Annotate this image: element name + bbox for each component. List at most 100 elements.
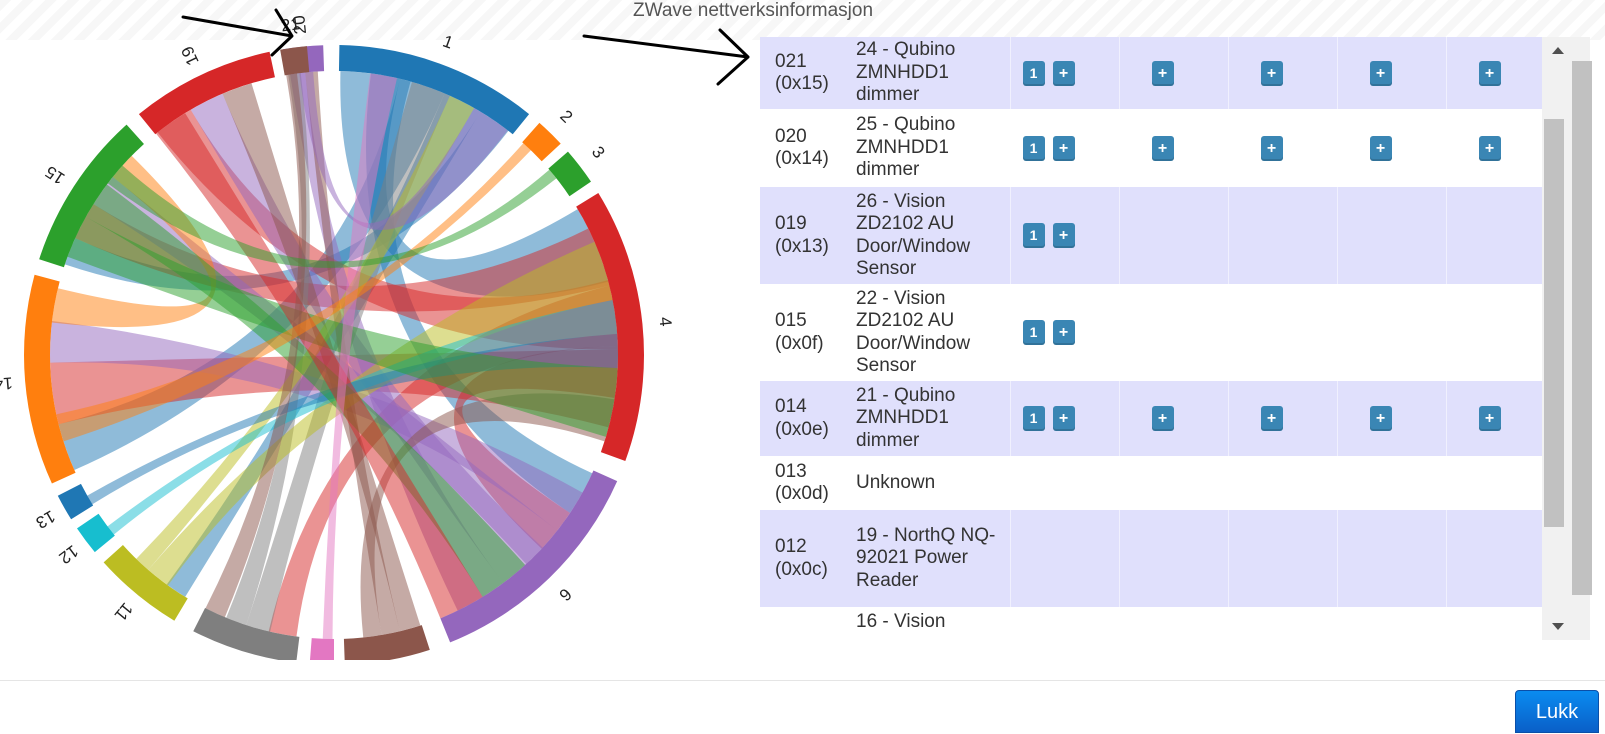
association-group-2 xyxy=(1118,187,1228,284)
scrollbar[interactable] xyxy=(1542,37,1592,640)
chord-arc-1[interactable] xyxy=(338,45,530,135)
chord-arc-14[interactable] xyxy=(138,51,275,135)
chord-arc-6[interactable] xyxy=(343,625,430,660)
association-group-1: 1 + xyxy=(1009,284,1119,381)
add-association-button[interactable]: + xyxy=(1052,135,1075,161)
add-association-button[interactable]: + xyxy=(1151,60,1174,86)
chord-arc-9[interactable] xyxy=(103,545,188,621)
node-id-cell: 013 (0x0d) xyxy=(760,456,850,510)
chord-label: 12 xyxy=(55,541,82,568)
association-group-4 xyxy=(1336,284,1446,381)
association-group-3 xyxy=(1227,510,1337,607)
association-node-button[interactable]: 1 xyxy=(1022,60,1045,86)
add-association-button[interactable]: + xyxy=(1052,60,1075,86)
node-table: 021 (0x15) 24 - Qubino ZMNHDD1 dimmer 1 + + + +… xyxy=(760,37,1542,640)
node-id-cell: 015 (0x0f) xyxy=(760,284,850,381)
chord-ribbon xyxy=(148,241,613,586)
chord-ribbon xyxy=(50,321,583,531)
close-button[interactable]: Lukk xyxy=(1515,690,1599,733)
chord-arcs xyxy=(23,45,644,660)
chord-ribbon xyxy=(305,71,400,635)
chord-label: 1 xyxy=(440,32,455,53)
node-id-hex: (0x0e) xyxy=(775,418,829,440)
chord-arc-13[interactable] xyxy=(39,124,144,268)
chord-label: 14 xyxy=(0,373,13,394)
table-row: 014 (0x0e) 21 - Qubino ZMNHDD1 dimmer 1 + + + +… xyxy=(760,381,1542,456)
table-row: 16 - Vision xyxy=(760,607,1542,640)
chord-ribbon xyxy=(340,71,609,297)
node-id-hex: (0x0d) xyxy=(775,483,829,504)
chord-arc-7[interactable] xyxy=(309,638,334,660)
add-association-button[interactable]: + xyxy=(1151,135,1174,161)
add-association-button[interactable]: + xyxy=(1052,223,1075,248)
association-group-5 xyxy=(1445,607,1542,640)
add-association-button[interactable]: + xyxy=(1052,320,1075,345)
association-group-1 xyxy=(1009,510,1119,607)
chord-ribbon xyxy=(322,73,398,639)
chord-arc-11[interactable] xyxy=(57,483,94,520)
chord-arc-8[interactable] xyxy=(193,608,300,660)
association-group-5: + xyxy=(1445,109,1542,187)
chord-label: 15 xyxy=(42,162,68,188)
chord-arc-12[interactable] xyxy=(23,274,76,484)
association-group-5 xyxy=(1445,284,1542,381)
node-id: 020 xyxy=(775,125,807,147)
association-group-1 xyxy=(1009,456,1119,510)
association-group-1: 1 + xyxy=(1009,187,1119,284)
chord-arc-10[interactable] xyxy=(76,513,115,553)
add-association-button[interactable]: + xyxy=(1151,406,1174,431)
scroll-down-arrow-icon[interactable] xyxy=(1552,623,1564,630)
chord-label: 20 xyxy=(289,14,310,35)
chord-ribbon xyxy=(205,73,307,618)
association-group-3 xyxy=(1227,187,1337,284)
node-id-cell: 012 (0x0c) xyxy=(760,510,850,607)
association-node-button[interactable]: 1 xyxy=(1022,320,1045,345)
association-node-button[interactable]: 1 xyxy=(1022,406,1045,431)
node-name: 24 - Qubino ZMNHDD1 dimmer xyxy=(850,37,1010,109)
association-group-2 xyxy=(1118,456,1228,510)
chord-ribbon xyxy=(366,73,593,513)
chord-arc-2[interactable] xyxy=(522,122,561,162)
node-id-hex: (0x0f) xyxy=(775,332,824,354)
chord-arc-3[interactable] xyxy=(548,151,592,197)
association-group-2 xyxy=(1118,284,1228,381)
node-id-hex: (0x0c) xyxy=(775,558,828,580)
scrollbar-thumb-inner[interactable] xyxy=(1544,119,1564,527)
association-group-5 xyxy=(1445,510,1542,607)
node-name: 26 - Vision ZD2102 AU Door/Window Sensor xyxy=(850,187,1010,284)
scrollbar-thumb[interactable] xyxy=(1572,61,1592,595)
node-name: 16 - Vision xyxy=(850,607,1010,640)
add-association-button[interactable]: + xyxy=(1369,135,1392,161)
add-association-button[interactable]: + xyxy=(1478,135,1501,161)
node-id-cell: 014 (0x0e) xyxy=(760,381,850,456)
node-id-hex: (0x13) xyxy=(775,235,829,257)
add-association-button[interactable]: + xyxy=(1260,135,1283,161)
chord-ribbons xyxy=(50,71,619,639)
node-table-panel[interactable]: 021 (0x15) 24 - Qubino ZMNHDD1 dimmer 1 + + + +… xyxy=(760,37,1542,640)
add-association-button[interactable]: + xyxy=(1369,406,1392,431)
chord-ribbon xyxy=(67,216,618,437)
add-association-button[interactable]: + xyxy=(1052,406,1075,431)
node-id: 019 xyxy=(775,213,807,234)
association-group-3 xyxy=(1227,284,1337,381)
node-id-hex: (0x15) xyxy=(775,73,829,94)
node-id: 012 xyxy=(775,536,807,557)
chord-label: 19 xyxy=(178,43,203,68)
association-group-3: + xyxy=(1227,381,1337,456)
add-association-button[interactable]: + xyxy=(1478,406,1501,431)
add-association-button[interactable]: + xyxy=(1478,60,1501,86)
scroll-up-arrow-icon[interactable] xyxy=(1552,47,1564,54)
chord-label: 6 xyxy=(555,584,575,604)
association-node-button[interactable]: 1 xyxy=(1022,223,1045,248)
chord-arc-5[interactable] xyxy=(440,470,618,643)
association-node-button[interactable]: 1 xyxy=(1022,135,1045,161)
add-association-button[interactable]: + xyxy=(1369,60,1392,86)
add-association-button[interactable]: + xyxy=(1260,60,1283,86)
chord-arc-4[interactable] xyxy=(576,193,644,462)
node-id-cell: 019 (0x13) xyxy=(760,187,850,284)
chord-arc-16[interactable] xyxy=(280,46,310,76)
add-association-button[interactable]: + xyxy=(1260,406,1283,431)
association-group-2: + xyxy=(1118,109,1228,187)
node-id-cell: 021 (0x15) xyxy=(760,37,850,109)
